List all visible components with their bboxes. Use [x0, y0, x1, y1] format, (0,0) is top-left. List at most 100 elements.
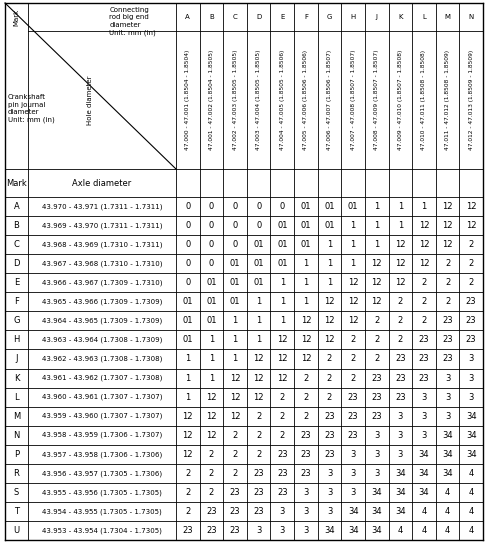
- Text: 3: 3: [421, 431, 427, 440]
- Text: 34: 34: [371, 488, 382, 497]
- Text: 43.963 - 43.964 (1.7308 - 1.7309): 43.963 - 43.964 (1.7308 - 1.7309): [42, 337, 162, 343]
- Text: 2: 2: [468, 278, 474, 287]
- Text: 01: 01: [301, 221, 311, 230]
- Text: 2: 2: [232, 469, 238, 478]
- Text: 12: 12: [253, 354, 264, 364]
- Text: N: N: [13, 431, 20, 440]
- Text: 1: 1: [374, 202, 379, 211]
- Text: 2: 2: [256, 411, 261, 421]
- Text: 3: 3: [327, 488, 332, 497]
- Text: 34: 34: [371, 507, 382, 516]
- Text: 3: 3: [398, 431, 403, 440]
- Text: 1: 1: [185, 373, 190, 383]
- Text: E: E: [14, 278, 19, 287]
- Text: 1: 1: [398, 202, 403, 211]
- Text: 12: 12: [230, 411, 240, 421]
- Text: 1: 1: [327, 278, 332, 287]
- Text: 47.011 - 47.012 (1.8508 - 1.8509): 47.011 - 47.012 (1.8508 - 1.8509): [445, 50, 450, 150]
- Text: 47.002 - 47.003 (1.8505 - 1.8505): 47.002 - 47.003 (1.8505 - 1.8505): [233, 50, 238, 150]
- Text: 23: 23: [371, 411, 382, 421]
- Text: 3: 3: [374, 469, 379, 478]
- Text: Connecting
rod big end
diameter
Unit: mm (in): Connecting rod big end diameter Unit: mm…: [109, 7, 156, 36]
- Text: K: K: [398, 14, 403, 20]
- Text: 43.953 - 43.954 (1.7304 - 1.7305): 43.953 - 43.954 (1.7304 - 1.7305): [42, 527, 162, 534]
- Text: L: L: [422, 14, 426, 20]
- Text: 12: 12: [371, 259, 382, 268]
- Text: 23: 23: [230, 488, 241, 497]
- Text: 43.967 - 43.968 (1.7310 - 1.7310): 43.967 - 43.968 (1.7310 - 1.7310): [42, 261, 162, 267]
- Text: 23: 23: [301, 469, 311, 478]
- Text: 47.001 - 47.002 (1.8504 - 1.8505): 47.001 - 47.002 (1.8504 - 1.8505): [209, 50, 214, 150]
- Text: B: B: [209, 14, 214, 20]
- Text: P: P: [14, 450, 19, 459]
- Text: 12: 12: [324, 316, 335, 325]
- Text: 01: 01: [230, 278, 240, 287]
- Text: 01: 01: [206, 316, 217, 325]
- Text: 3: 3: [327, 469, 332, 478]
- Text: 2: 2: [350, 354, 356, 364]
- Text: 1: 1: [303, 278, 308, 287]
- Text: 01: 01: [301, 240, 311, 249]
- Text: C: C: [233, 14, 238, 20]
- Text: 1: 1: [185, 354, 190, 364]
- Text: Crankshaft
pin journal
diameter
Unit: mm (in): Crankshaft pin journal diameter Unit: mm…: [8, 94, 55, 123]
- Text: 4: 4: [398, 526, 403, 535]
- Text: 01: 01: [277, 221, 287, 230]
- Text: K: K: [14, 373, 19, 383]
- Text: 43.957 - 43.958 (1.7306 - 1.7306): 43.957 - 43.958 (1.7306 - 1.7306): [42, 451, 162, 457]
- Text: 23: 23: [206, 507, 217, 516]
- Text: D: D: [13, 259, 20, 268]
- Text: 12: 12: [301, 335, 311, 344]
- Text: 12: 12: [466, 221, 476, 230]
- Text: 1: 1: [209, 354, 214, 364]
- Text: 23: 23: [277, 450, 287, 459]
- Text: 01: 01: [324, 202, 335, 211]
- Text: 3: 3: [280, 526, 285, 535]
- Text: 2: 2: [185, 469, 190, 478]
- Text: L: L: [14, 392, 19, 402]
- Text: Mark: Mark: [6, 179, 27, 187]
- Text: 23: 23: [253, 488, 264, 497]
- Text: S: S: [14, 488, 19, 497]
- Text: 43.960 - 43.961 (1.7307 - 1.7307): 43.960 - 43.961 (1.7307 - 1.7307): [42, 394, 162, 401]
- Text: 2: 2: [327, 354, 332, 364]
- Text: 2: 2: [421, 316, 427, 325]
- Text: 23: 23: [466, 316, 476, 325]
- Text: 43.968 - 43.969 (1.7310 - 1.7311): 43.968 - 43.969 (1.7310 - 1.7311): [42, 241, 162, 248]
- Text: 12: 12: [466, 202, 476, 211]
- Text: 2: 2: [303, 411, 308, 421]
- Text: 34: 34: [395, 469, 406, 478]
- Text: 1: 1: [327, 259, 332, 268]
- Text: 2: 2: [327, 392, 332, 402]
- Text: 12: 12: [183, 431, 193, 440]
- Text: 2: 2: [232, 450, 238, 459]
- Text: 12: 12: [348, 316, 358, 325]
- Text: 23: 23: [301, 450, 311, 459]
- Text: 1: 1: [350, 240, 356, 249]
- Text: 2: 2: [232, 431, 238, 440]
- Text: 2: 2: [445, 298, 450, 306]
- Text: 2: 2: [209, 450, 214, 459]
- Text: 23: 23: [277, 469, 287, 478]
- Text: 12: 12: [253, 392, 264, 402]
- Text: 34: 34: [324, 526, 335, 535]
- Text: 23: 23: [348, 431, 358, 440]
- Text: 2: 2: [280, 392, 285, 402]
- Text: 34: 34: [348, 507, 358, 516]
- Text: D: D: [256, 14, 261, 20]
- Text: 34: 34: [466, 431, 476, 440]
- Text: 34: 34: [442, 469, 453, 478]
- Text: H: H: [350, 14, 356, 20]
- Text: 23: 23: [442, 316, 453, 325]
- Text: 0: 0: [232, 240, 238, 249]
- Text: 2: 2: [374, 335, 379, 344]
- Text: F: F: [14, 298, 19, 306]
- Text: 23: 23: [348, 411, 358, 421]
- Text: 0: 0: [185, 240, 190, 249]
- Text: 12: 12: [419, 259, 429, 268]
- Text: Axle diameter: Axle diameter: [72, 179, 132, 187]
- Text: 23: 23: [395, 354, 406, 364]
- Text: 01: 01: [230, 259, 240, 268]
- Text: 4: 4: [468, 488, 474, 497]
- Text: M: M: [13, 411, 20, 421]
